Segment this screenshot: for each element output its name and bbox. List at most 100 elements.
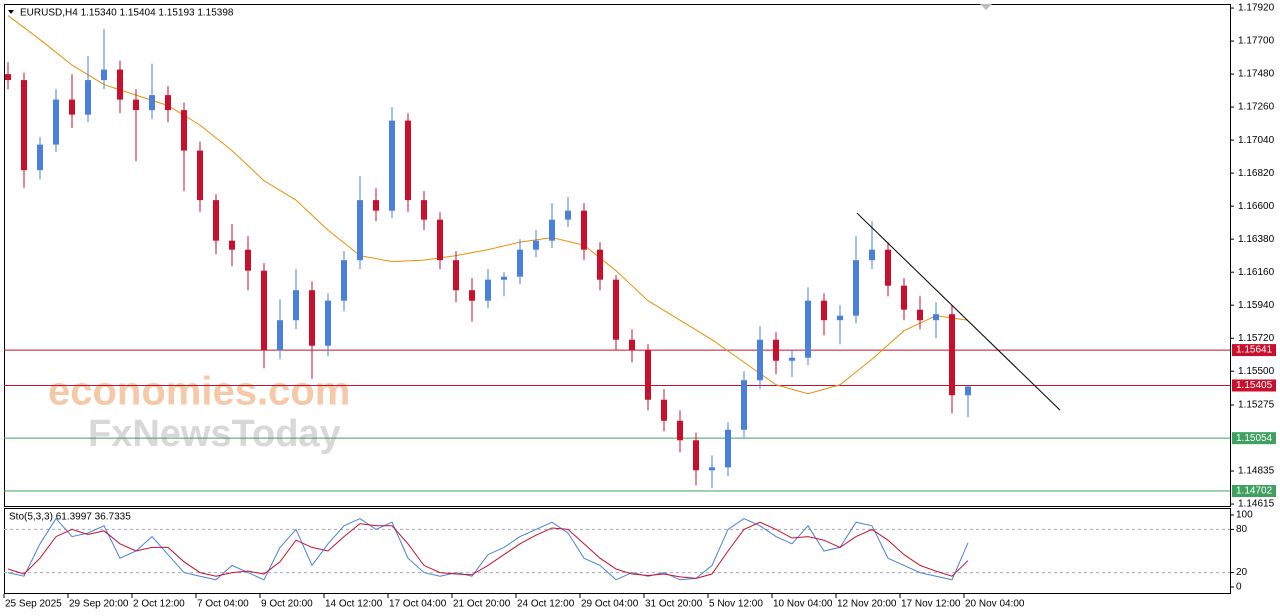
candle-body <box>805 300 811 358</box>
y-tick-label: 1.15720 <box>1238 333 1275 344</box>
y-tick-label: 1.16820 <box>1238 168 1275 179</box>
level-label-box <box>1232 379 1276 392</box>
candle-body <box>853 260 859 316</box>
level-label-box <box>1232 484 1276 497</box>
candle-body <box>725 429 731 468</box>
x-tick-label: 5 Nov 12:00 <box>709 599 763 610</box>
candle-body <box>869 249 875 261</box>
candle-body <box>437 219 443 261</box>
candle-body <box>213 200 219 241</box>
candle-body <box>901 285 907 310</box>
candle-body <box>789 357 795 361</box>
x-tick-label: 21 Oct 20:00 <box>453 599 511 610</box>
candle-body <box>821 300 827 321</box>
y-tick-label: 1.15500 <box>1238 366 1275 377</box>
candle-body <box>661 399 667 421</box>
candle-body <box>501 276 507 280</box>
x-tick-label: 24 Oct 12:00 <box>517 599 575 610</box>
candle-body <box>245 249 251 271</box>
candle-body <box>405 120 411 201</box>
candle-body <box>53 99 59 145</box>
level-label-box <box>1232 344 1276 357</box>
candle-body <box>645 350 651 400</box>
indicator-header: Sto(5,3,3) 61.3997 36.7335 <box>9 512 131 523</box>
candle-body <box>149 95 155 111</box>
stochastic-line <box>7 521 969 579</box>
candle-body <box>261 270 267 351</box>
x-tick-label: 14 Oct 12:00 <box>325 599 383 610</box>
x-tick-label: 31 Oct 20:00 <box>645 599 703 610</box>
y-tick-label: 1.16600 <box>1238 201 1275 212</box>
y-tick-label: 1.17480 <box>1238 69 1275 80</box>
candle-body <box>181 110 187 151</box>
candle-body <box>885 249 891 286</box>
y-tick-label: 1.17040 <box>1238 135 1275 146</box>
x-tick-label: 29 Sep 20:00 <box>69 599 129 610</box>
candle-body <box>517 249 523 277</box>
y-tick-label: 1.16160 <box>1238 267 1275 278</box>
candle-body <box>597 249 603 280</box>
y-tick-label: 0 <box>1236 582 1242 593</box>
candle-body <box>229 240 235 250</box>
candle-body <box>629 339 635 351</box>
candle-body <box>133 99 139 111</box>
candle-body <box>693 440 699 471</box>
y-tick-label: 20 <box>1236 567 1248 578</box>
candle-body <box>613 279 619 340</box>
chart-header: EURUSD,H4 1.15340 1.15404 1.15193 1.1539… <box>20 8 234 19</box>
candle-body <box>165 95 171 111</box>
candle-body <box>917 309 923 321</box>
candle-body <box>677 420 683 441</box>
candle-body <box>773 339 779 361</box>
x-tick-label: 25 Sep 2025 <box>5 599 62 610</box>
candle-body <box>357 200 363 261</box>
candle-body <box>69 99 75 115</box>
level-label: 1.15405 <box>1236 380 1273 391</box>
candle-body <box>101 69 107 81</box>
candle-body <box>453 260 459 291</box>
candle-body <box>741 380 747 430</box>
y-tick-label: 1.14615 <box>1238 499 1275 510</box>
stochastic-line <box>7 517 969 581</box>
y-tick-label: 1.14835 <box>1238 466 1275 477</box>
y-tick-label: 1.15275 <box>1238 400 1275 411</box>
level-label: 1.15054 <box>1236 433 1273 444</box>
candle-body <box>37 144 43 171</box>
candle-body <box>485 279 491 301</box>
candle-body <box>293 290 299 321</box>
x-tick-label: 7 Oct 04:00 <box>197 599 249 610</box>
y-tick-label: 1.17700 <box>1238 36 1275 47</box>
candle-body <box>421 200 427 220</box>
candle-body <box>325 300 331 346</box>
candle-body <box>5 74 11 81</box>
y-tick-label: 1.15940 <box>1238 300 1275 311</box>
candle-body <box>21 80 27 171</box>
candle-body <box>373 200 379 211</box>
x-tick-label: 20 Nov 04:00 <box>965 599 1025 610</box>
x-tick-label: 17 Nov 12:00 <box>901 599 961 610</box>
candle-body <box>581 210 587 250</box>
x-tick-label: 12 Nov 20:00 <box>837 599 897 610</box>
x-tick-label: 29 Oct 04:00 <box>581 599 639 610</box>
candle-body <box>933 314 939 321</box>
watermark: economies.com <box>48 370 350 414</box>
y-tick-label: 1.16380 <box>1238 234 1275 245</box>
menu-arrow[interactable] <box>8 10 14 14</box>
candle-body <box>949 314 955 396</box>
candle-body <box>837 315 843 321</box>
shift-marker <box>980 4 992 10</box>
x-tick-label: 10 Nov 04:00 <box>773 599 833 610</box>
candle-body <box>565 210 571 220</box>
y-tick-label: 1.17260 <box>1238 102 1275 113</box>
y-tick-label: 1.17920 <box>1238 3 1275 14</box>
x-tick-label: 17 Oct 04:00 <box>389 599 447 610</box>
level-label-box <box>1232 432 1276 445</box>
candle-body <box>117 69 123 100</box>
level-label: 1.15641 <box>1236 345 1273 356</box>
level-label: 1.14702 <box>1236 486 1273 497</box>
candle-body <box>277 320 283 351</box>
candle-body <box>549 219 555 241</box>
x-tick-label: 9 Oct 20:00 <box>261 599 313 610</box>
